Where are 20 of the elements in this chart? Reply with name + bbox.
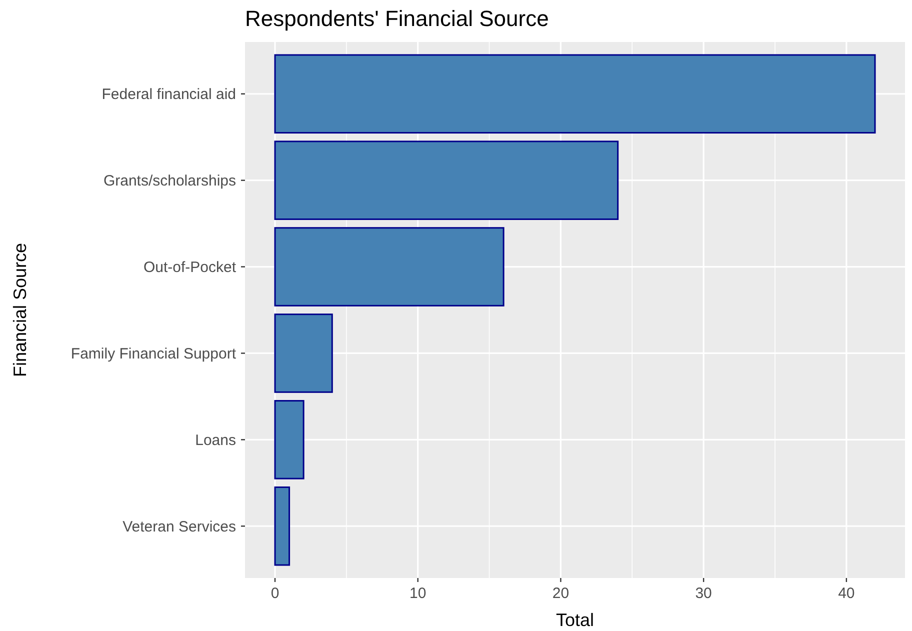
y-axis-title: Financial Source [10,242,30,378]
y-tick-label: Federal financial aid [102,86,236,104]
x-tick-label: 40 [838,585,855,602]
y-tick-label: Family Financial Support [70,345,237,362]
chart-title: Respondents' Financial Source [245,6,549,31]
bar [274,140,619,220]
y-tick-label: Out-of-Pocket [143,259,237,276]
x-tick-label: 30 [695,585,712,602]
x-tick-label: 0 [270,585,280,602]
y-tick-label: Veteran Services [122,518,236,536]
x-tick-label: 10 [410,585,426,602]
y-tick-label: Grants/scholarships [103,172,236,190]
x-axis-title: Total [556,610,594,630]
bar [274,486,290,566]
y-tick-label: Loans [195,432,236,449]
bar [274,54,876,134]
x-tick-label: 20 [552,585,570,602]
bar [274,400,304,480]
bar [274,227,504,306]
bar [274,314,333,393]
